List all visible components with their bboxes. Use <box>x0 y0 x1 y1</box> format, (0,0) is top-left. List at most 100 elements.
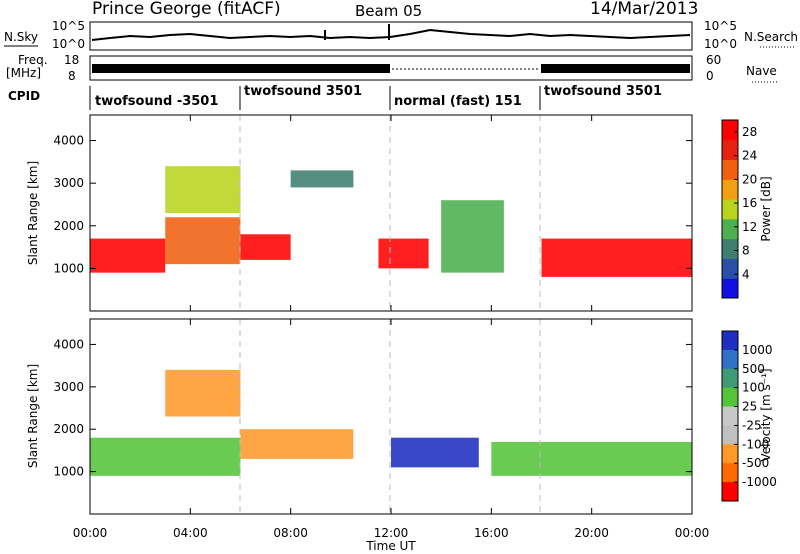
noise-left-tick: 10^5 <box>52 19 85 33</box>
echo-region <box>290 170 354 188</box>
power-colorbar-frame <box>721 119 739 299</box>
y-tick-label: 1000 <box>53 465 84 479</box>
noise-panel-frame <box>89 21 693 51</box>
power-panel: 1000 2000 3000 4000 Slant Range [km] <box>26 114 693 312</box>
freq-right-tick: 0 <box>706 69 714 83</box>
velocity-echo-layer <box>90 369 692 476</box>
echo-region <box>90 437 241 476</box>
echo-region <box>165 166 241 213</box>
colorbar-cell <box>722 444 738 464</box>
colorbar-tick-label: 20 <box>742 172 757 186</box>
freq-left-tick: 18 <box>64 53 79 67</box>
x-tick-label: 20:00 <box>574 526 609 540</box>
colorbar-cell <box>722 139 738 161</box>
colorbar-cell <box>722 218 738 240</box>
colorbar-tick-label: 8 <box>742 244 750 258</box>
echo-region <box>240 429 354 459</box>
colorbar-tick-label: 1000 <box>742 343 773 357</box>
x-tick-label: 08:00 <box>273 526 308 540</box>
colorbar-cell <box>722 349 738 370</box>
noise-left-tick: 10^0 <box>52 37 85 51</box>
x-tick-label: 00:00 <box>675 526 710 540</box>
echo-region <box>165 369 241 417</box>
freq-band-segment <box>92 64 390 73</box>
power-colorbar-ticks: 4 8 12 16 20 24 28 <box>734 125 757 281</box>
station-title: Prince George (fitACF) <box>92 0 281 19</box>
noise-right-label: N.Search <box>744 30 798 44</box>
colorbar-tick-label: -500 <box>742 456 769 470</box>
x-tick-label: 00:00 <box>73 526 108 540</box>
power-y-axis-label: Slant Range [km] <box>26 161 40 265</box>
velocity-y-axis-label: Slant Range [km] <box>26 364 40 468</box>
y-tick-label: 2000 <box>53 422 84 436</box>
velocity-colorbar: 1000 500 100 25 -25 -100 -500 -1000 Velocity [m… <box>721 330 777 502</box>
cpid-segment-label: twofsound 3501 <box>544 84 662 99</box>
velocity-y-axis: 1000 2000 3000 4000 <box>53 337 692 479</box>
date-label: 14/Mar/2013 <box>590 0 698 19</box>
y-tick-label: 1000 <box>53 261 84 275</box>
colorbar-cell <box>722 482 738 502</box>
y-tick-label: 3000 <box>53 176 84 190</box>
noise-sky-trace <box>91 28 691 41</box>
noise-right-tick: 10^0 <box>704 37 737 51</box>
colorbar-cell <box>722 425 738 445</box>
power-y-axis: 1000 2000 3000 4000 <box>53 134 692 275</box>
colorbar-tick-label: 25 <box>742 400 757 414</box>
echo-region <box>541 238 692 277</box>
colorbar-tick-label: -1000 <box>742 475 777 489</box>
colorbar-cell <box>722 368 738 389</box>
beam-label: Beam 05 <box>355 2 422 20</box>
colorbar-tick-label: 28 <box>742 125 757 139</box>
colorbar-tick-label: 100 <box>742 381 765 395</box>
echo-region <box>165 217 241 265</box>
noise-left-label: N.Sky <box>4 30 38 44</box>
echo-region <box>491 441 692 476</box>
velocity-colorbar-ticks: 1000 500 100 25 -25 -100 -500 -1000 <box>734 343 777 489</box>
y-tick-label: 4000 <box>53 337 84 351</box>
cpid-segment-label: normal (fast) 151 <box>394 94 522 109</box>
power-colorbar-cells <box>722 120 738 299</box>
colorbar-tick-label: 4 <box>742 267 750 281</box>
colorbar-cell <box>722 238 738 259</box>
colorbar-tick-label: -100 <box>742 437 769 451</box>
echo-region <box>391 437 479 468</box>
freq-units: [MHz] <box>6 66 41 80</box>
velocity-colorbar-cells <box>722 331 738 502</box>
echo-region <box>90 238 166 273</box>
freq-right-tick: 60 <box>706 53 721 67</box>
power-x-axis-ticks <box>89 115 693 311</box>
colorbar-cell <box>722 159 738 180</box>
colorbar-cell <box>722 331 738 351</box>
velocity-x-axis: 00:00 04:00 08:00 12:00 16:00 20:00 00:00 <box>73 319 710 540</box>
power-colorbar-label: Power [dB] <box>759 176 773 241</box>
colorbar-cell <box>722 120 738 141</box>
velocity-colorbar-label: Velocity [m s⁻¹] <box>759 368 773 461</box>
velocity-panel: 1000 2000 3000 4000 00:00 04:00 08:00 12:00 16:… <box>26 318 710 553</box>
freq-band-segment <box>541 64 690 73</box>
colorbar-cell <box>722 199 738 220</box>
colorbar-tick-label: 12 <box>742 220 757 234</box>
colorbar-tick-label: 24 <box>742 149 757 163</box>
cpid-segment-label: twofsound 3501 <box>244 84 362 99</box>
colorbar-cell <box>722 258 738 279</box>
velocity-colorbar-frame <box>721 330 739 502</box>
colorbar-tick-label: -25 <box>742 418 762 432</box>
cpid-segment-label: twofsound -3501 <box>95 94 218 109</box>
y-tick-label: 2000 <box>53 219 84 233</box>
noise-right-tick: 10^5 <box>704 19 737 33</box>
power-colorbar: 4 8 12 16 20 24 28 Power [dB] <box>721 119 773 299</box>
echo-region <box>240 234 291 260</box>
y-tick-label: 3000 <box>53 380 84 394</box>
colorbar-cell <box>722 278 738 299</box>
colorbar-cell <box>722 179 738 200</box>
x-tick-label: 04:00 <box>173 526 208 540</box>
freq-label: Freq. <box>18 53 48 67</box>
x-axis-label: Time UT <box>365 539 416 553</box>
y-tick-label: 4000 <box>53 134 84 148</box>
nave-label: Nave <box>746 64 777 78</box>
freq-left-tick: 8 <box>68 69 76 83</box>
x-tick-label: 12:00 <box>374 526 409 540</box>
x-tick-label: 16:00 <box>474 526 509 540</box>
